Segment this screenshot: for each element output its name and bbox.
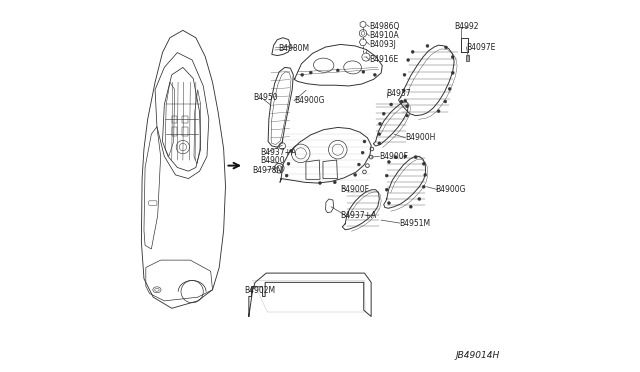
Text: B4978N: B4978N <box>253 166 283 174</box>
Text: B4900F: B4900F <box>380 152 408 161</box>
Text: B4900: B4900 <box>260 156 285 165</box>
Text: B4097E: B4097E <box>467 42 496 51</box>
Circle shape <box>333 181 336 184</box>
Text: B4916E: B4916E <box>369 55 399 64</box>
Circle shape <box>400 100 403 103</box>
Circle shape <box>363 140 366 143</box>
Text: B4980M: B4980M <box>278 44 310 53</box>
Circle shape <box>387 160 390 163</box>
Circle shape <box>444 100 447 103</box>
Circle shape <box>378 133 381 136</box>
Circle shape <box>361 151 364 154</box>
Circle shape <box>437 110 440 113</box>
Text: B4937+A: B4937+A <box>340 211 376 220</box>
Circle shape <box>404 155 407 158</box>
Circle shape <box>445 46 447 49</box>
Circle shape <box>414 155 417 158</box>
Circle shape <box>385 188 388 191</box>
Text: B4093J: B4093J <box>369 40 396 49</box>
Circle shape <box>309 71 312 74</box>
Text: B4951M: B4951M <box>400 219 431 228</box>
Text: B4900F: B4900F <box>340 185 369 194</box>
Circle shape <box>410 205 412 208</box>
Circle shape <box>422 162 425 165</box>
Circle shape <box>285 174 288 177</box>
Circle shape <box>373 73 376 76</box>
Circle shape <box>357 163 360 166</box>
Text: B4986Q: B4986Q <box>369 22 399 31</box>
Text: B4900G: B4900G <box>435 185 465 194</box>
Circle shape <box>403 89 405 92</box>
Circle shape <box>426 44 429 47</box>
Circle shape <box>378 122 381 125</box>
Text: B4937+A: B4937+A <box>260 148 297 157</box>
Circle shape <box>378 142 381 145</box>
Circle shape <box>287 162 290 165</box>
Text: JB49014H: JB49014H <box>456 351 500 360</box>
Circle shape <box>411 50 414 53</box>
Circle shape <box>394 155 397 158</box>
Text: B4900G: B4900G <box>294 96 324 105</box>
Text: B4910A: B4910A <box>369 31 399 41</box>
Circle shape <box>362 70 365 73</box>
Circle shape <box>418 198 421 201</box>
Circle shape <box>424 173 427 176</box>
Circle shape <box>422 185 425 188</box>
Circle shape <box>406 114 408 117</box>
Circle shape <box>385 174 388 177</box>
Circle shape <box>406 105 408 108</box>
Circle shape <box>451 55 454 58</box>
Text: B4902M: B4902M <box>244 286 275 295</box>
Circle shape <box>290 149 292 152</box>
Circle shape <box>336 69 339 72</box>
Circle shape <box>403 73 406 76</box>
Circle shape <box>354 173 356 176</box>
Circle shape <box>382 112 385 115</box>
Circle shape <box>301 73 304 76</box>
Circle shape <box>387 202 390 205</box>
Circle shape <box>451 71 454 74</box>
Circle shape <box>448 87 451 90</box>
Polygon shape <box>466 55 469 61</box>
Circle shape <box>319 182 321 185</box>
Text: B4992: B4992 <box>454 22 479 31</box>
Text: B4937: B4937 <box>387 89 412 98</box>
Circle shape <box>404 99 407 102</box>
Text: B4900H: B4900H <box>405 133 436 142</box>
Circle shape <box>390 103 392 106</box>
Circle shape <box>407 58 410 61</box>
Text: B4950: B4950 <box>253 93 278 102</box>
